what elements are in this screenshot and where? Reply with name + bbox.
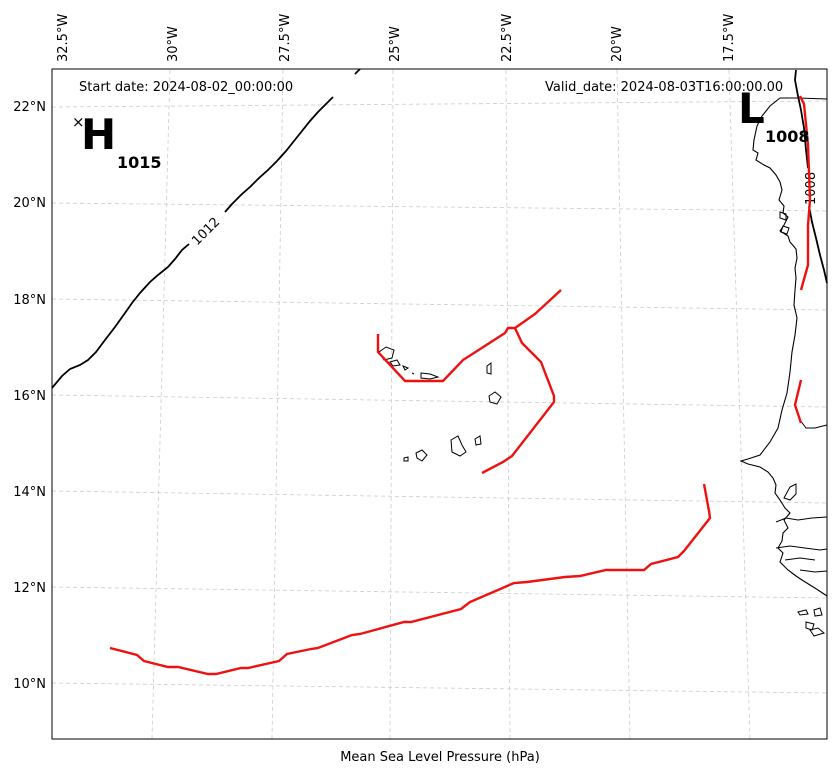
front-lines	[109, 95, 812, 676]
lat-tick: 22°N	[13, 100, 46, 115]
cape-verde-islands	[378, 346, 502, 462]
coastline	[739, 97, 828, 597]
high-value: 1015	[117, 153, 162, 172]
lat-tick: 10°N	[13, 677, 46, 692]
low-pressure-marker: L 1008	[738, 84, 810, 146]
lat-tick: 14°N	[13, 485, 46, 500]
lon-tick: 20°W	[610, 26, 625, 62]
high-pressure-marker: × H 1015	[72, 110, 162, 172]
isobar-1008	[794, 69, 828, 284]
start-date-label: Start date: 2024-08-02_00:00:00	[79, 80, 293, 95]
isobar-1012-label: 1012	[189, 215, 223, 249]
front-coastal-loop	[793, 379, 803, 424]
lon-tick: 32.5°W	[56, 14, 71, 62]
lat-tick: 20°N	[13, 196, 46, 211]
isobar-1008-label: 1008	[804, 172, 819, 205]
high-letter: H	[81, 110, 116, 159]
front-cape-verde	[376, 289, 562, 475]
lat-tick-labels: 22°N 20°N 18°N 16°N 14°N 12°N 10°N	[13, 100, 46, 692]
lon-tick: 22.5°W	[500, 14, 515, 62]
graticule	[51, 69, 828, 740]
lon-tick-labels: 32.5°W 30°W 27.5°W 25°W 22.5°W 20°W 17.5…	[56, 14, 737, 62]
lat-tick: 12°N	[13, 581, 46, 596]
low-value: 1008	[765, 127, 810, 146]
high-center-icon: ×	[72, 113, 85, 131]
lon-tick: 30°W	[166, 26, 181, 62]
lon-tick: 17.5°W	[722, 14, 737, 62]
lat-tick: 18°N	[13, 293, 46, 308]
isobar-1012	[51, 96, 334, 389]
low-letter: L	[738, 84, 765, 133]
lat-tick: 16°N	[13, 389, 46, 404]
front-southern	[109, 483, 712, 676]
map-xlabel: Mean Sea Level Pressure (hPa)	[340, 750, 540, 765]
lon-tick: 27.5°W	[278, 14, 293, 62]
front-northeast	[798, 95, 812, 291]
valid-date-label: Valid_date: 2024-08-03T16:00:00.00	[545, 80, 783, 95]
map-frame	[51, 68, 828, 740]
lon-tick: 25°W	[388, 26, 403, 62]
